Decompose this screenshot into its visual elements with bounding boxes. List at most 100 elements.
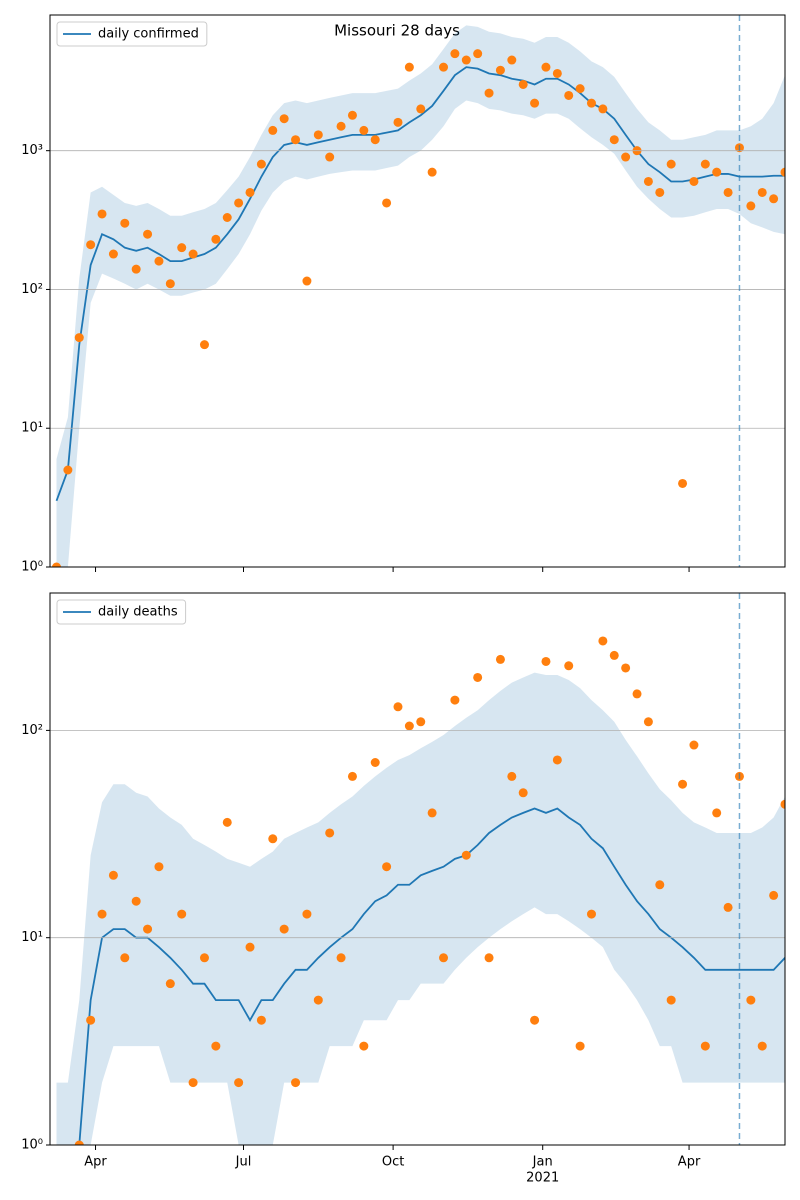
data-point xyxy=(291,1078,301,1088)
data-point xyxy=(177,243,187,253)
data-point xyxy=(347,771,357,781)
data-point xyxy=(234,198,244,208)
data-point xyxy=(678,478,688,488)
data-point xyxy=(655,880,665,890)
data-point xyxy=(609,135,619,145)
data-point xyxy=(199,340,209,350)
data-point xyxy=(427,808,437,818)
data-point xyxy=(439,62,449,72)
data-point xyxy=(712,808,722,818)
data-point xyxy=(621,152,631,162)
data-point xyxy=(473,49,483,59)
data-point xyxy=(291,135,301,145)
data-point xyxy=(575,1041,585,1051)
data-point xyxy=(370,758,380,768)
data-point xyxy=(336,121,346,131)
data-point xyxy=(746,995,756,1005)
data-point xyxy=(108,249,118,259)
legend-box xyxy=(56,21,208,47)
data-point xyxy=(484,953,494,963)
series-line xyxy=(55,66,785,502)
data-point xyxy=(313,130,323,140)
y-tick-label: 10² xyxy=(21,282,43,297)
data-point xyxy=(461,55,471,65)
data-point xyxy=(689,740,699,750)
data-point xyxy=(177,909,187,919)
data-point xyxy=(700,1041,710,1051)
data-point xyxy=(52,562,62,567)
data-point xyxy=(461,850,471,860)
data-point xyxy=(211,1041,221,1051)
data-point xyxy=(143,924,153,934)
data-point xyxy=(120,218,130,228)
data-point xyxy=(473,672,483,682)
data-point xyxy=(188,249,198,259)
series-line xyxy=(78,807,785,1145)
x-tick-label: Apr xyxy=(84,1155,107,1170)
data-point xyxy=(211,234,221,244)
data-point xyxy=(268,834,278,844)
data-point xyxy=(769,194,779,204)
uncertainty-band xyxy=(56,25,785,567)
data-point xyxy=(154,256,164,266)
data-point xyxy=(530,98,540,108)
data-point xyxy=(507,55,517,65)
data-point xyxy=(393,702,403,712)
data-point xyxy=(757,187,767,197)
data-point xyxy=(541,62,551,72)
data-point xyxy=(245,187,255,197)
data-point xyxy=(222,817,232,827)
plot-area xyxy=(56,636,785,1145)
legend-box xyxy=(56,599,187,625)
data-point xyxy=(552,755,562,765)
data-point xyxy=(495,654,505,664)
data-point xyxy=(245,942,255,952)
data-point xyxy=(370,135,380,145)
data-point xyxy=(666,159,676,169)
data-point xyxy=(74,333,84,343)
data-point xyxy=(256,1015,266,1025)
data-point xyxy=(120,953,130,963)
data-point xyxy=(165,279,175,289)
data-point xyxy=(359,1041,369,1051)
data-point xyxy=(199,953,209,963)
data-point xyxy=(598,636,608,646)
data-point xyxy=(382,862,392,872)
data-point xyxy=(564,661,574,671)
data-point xyxy=(598,104,608,114)
data-point xyxy=(586,909,596,919)
data-point xyxy=(234,1078,244,1088)
data-point xyxy=(131,264,141,274)
x-tick-label: Apr xyxy=(678,1155,701,1170)
data-point xyxy=(575,84,585,94)
axes-frame xyxy=(49,592,786,1146)
legend-label: daily deaths xyxy=(98,605,178,620)
data-point xyxy=(552,68,562,78)
data-point xyxy=(518,79,528,89)
data-point xyxy=(256,159,266,169)
data-point xyxy=(416,104,426,114)
data-point xyxy=(404,721,414,731)
data-point xyxy=(757,1041,767,1051)
data-point xyxy=(518,788,528,798)
data-point xyxy=(302,909,312,919)
data-point xyxy=(621,663,631,673)
data-point xyxy=(279,114,289,124)
data-point xyxy=(450,49,460,59)
data-point xyxy=(530,1015,540,1025)
data-point xyxy=(541,656,551,666)
data-point xyxy=(188,1078,198,1088)
y-tick-label: 10³ xyxy=(21,143,43,158)
data-point xyxy=(780,799,785,809)
data-point xyxy=(268,125,278,135)
y-tick-label: 10¹ xyxy=(21,930,43,945)
data-point xyxy=(86,240,96,250)
data-point xyxy=(336,953,346,963)
data-point xyxy=(347,110,357,120)
data-point xyxy=(325,828,335,838)
data-point xyxy=(143,229,153,239)
x-tick-label: Oct xyxy=(382,1155,404,1170)
data-point xyxy=(404,62,414,72)
data-point xyxy=(484,88,494,98)
data-point xyxy=(63,465,73,475)
